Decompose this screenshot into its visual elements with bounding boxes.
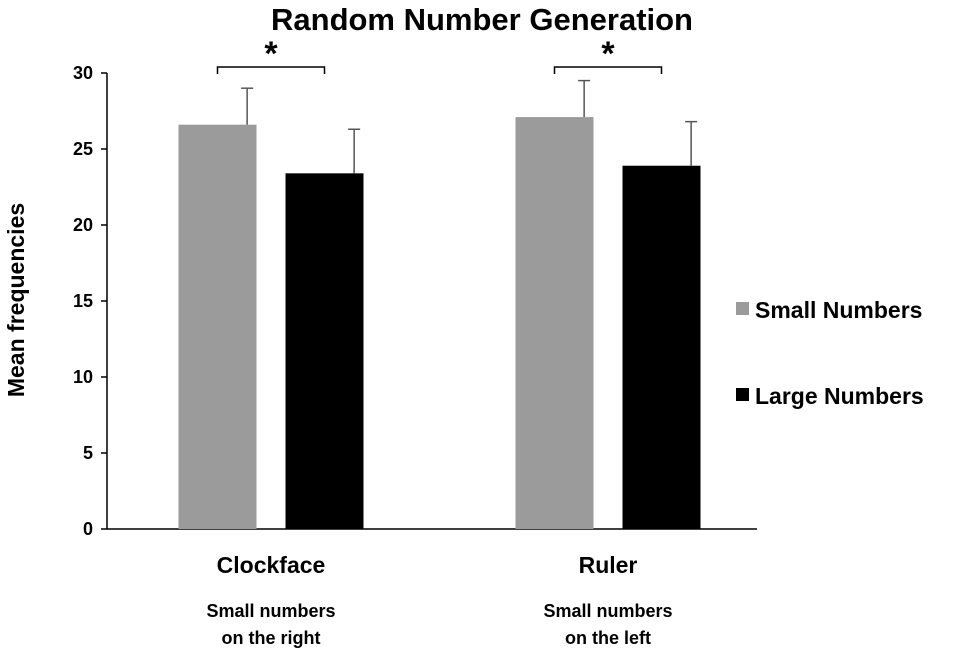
y-axis-label: Mean frequencies (3, 203, 29, 397)
y-tick-label: 10 (73, 367, 93, 387)
significance-brackets-group: * * (216, 35, 663, 74)
legend-label-large-numbers: Large Numbers (755, 383, 924, 409)
legend-label-small-numbers: Small Numbers (755, 297, 922, 323)
legend-swatch-large-numbers (736, 388, 749, 401)
bar-clockface-small-numbers (178, 124, 257, 530)
error-bars-group (241, 79, 698, 174)
bar-clockface-large-numbers (285, 173, 364, 529)
chart-title: Random Number Generation (271, 2, 693, 37)
significance-bracket (553, 66, 663, 74)
legend-swatch-small-numbers (736, 302, 749, 315)
y-tick-label: 0 (83, 519, 93, 539)
y-tick-label: 20 (73, 215, 93, 235)
category-sublabel-ruler-line2: on the left (565, 628, 651, 648)
y-tick-label: 15 (73, 291, 93, 311)
category-label-clockface: Clockface (217, 552, 326, 578)
significance-bracket (216, 66, 326, 74)
significance-star: * (264, 35, 278, 73)
category-sublabel-clockface-line1: Small numbers (206, 601, 335, 621)
bars-group (178, 117, 701, 530)
bar-ruler-small-numbers (515, 117, 594, 529)
y-tick-label: 25 (73, 139, 93, 159)
category-sublabel-ruler-line1: Small numbers (543, 601, 672, 621)
category-label-ruler: Ruler (579, 552, 638, 578)
y-axis-ticks: 0 5 10 15 20 25 30 (73, 63, 107, 539)
bar-ruler-large-numbers (622, 165, 701, 529)
y-tick-label: 30 (73, 63, 93, 83)
significance-star: * (601, 35, 615, 73)
y-tick-label: 5 (83, 443, 93, 463)
category-sublabel-clockface-line2: on the right (222, 628, 321, 648)
legend: Small Numbers Large Numbers (736, 297, 924, 409)
